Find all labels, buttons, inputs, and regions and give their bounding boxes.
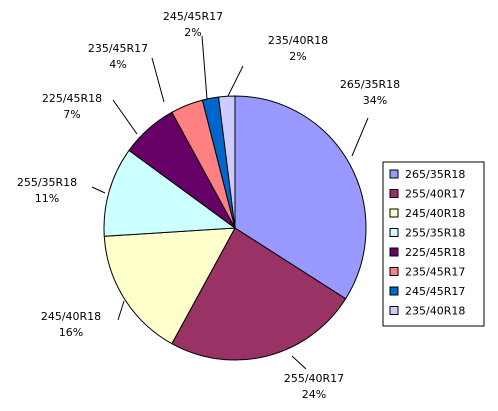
legend-swatch: [389, 286, 399, 296]
slice-label-percent: 7%: [63, 108, 80, 121]
legend-swatch: [389, 247, 399, 257]
leader-line: [112, 99, 138, 135]
leader-line: [351, 117, 369, 157]
slice-label-percent: 4%: [109, 58, 126, 71]
slice-label-name: 235/45R17: [88, 42, 148, 55]
pie-slice-245-40r18: [103, 227, 236, 345]
legend-label: 245/45R17: [405, 285, 465, 298]
legend-swatch: [389, 228, 399, 237]
slice-label-name: 235/40R18: [268, 34, 328, 47]
slice-label-percent: 11%: [35, 192, 59, 205]
legend-swatch: [389, 189, 399, 198]
legend-label: 235/40R18: [405, 305, 465, 318]
leader-lines: [91, 35, 369, 370]
slice-label-name: 255/40R17: [284, 372, 344, 385]
legend-swatch: [389, 208, 399, 218]
slice-label-name: 225/45R18: [42, 92, 102, 105]
legend-label: 255/40R17: [405, 188, 465, 201]
legend-swatch: [389, 306, 399, 315]
slice-label-name: 245/45R17: [163, 10, 223, 23]
leader-line: [291, 355, 307, 370]
slice-labels: 265/35R18 34% 255/40R17 24% 245/40R18 16% 255/…: [17, 10, 400, 401]
legend-swatch: [389, 267, 399, 276]
leader-line: [151, 57, 165, 103]
pie-slice-255-40r17: [171, 227, 347, 361]
pie-slices: [103, 95, 367, 361]
leader-line: [117, 300, 125, 321]
legend-box: [382, 161, 485, 327]
leader-line: [227, 65, 244, 97]
slice-label-percent: 16%: [59, 326, 83, 339]
slice-label-name: 265/35R18: [340, 78, 400, 91]
pie-slice-255-35r18: [103, 149, 237, 237]
legend-label: 245/40R18: [405, 207, 465, 220]
slice-label-percent: 2%: [184, 26, 201, 39]
legend: 265/35R18 255/40R17 245/40R18 255/35R18 225/…: [382, 161, 485, 327]
legend-label: 265/35R18: [405, 168, 465, 181]
legend-label: 225/45R18: [405, 246, 465, 259]
pie-slice-235-40r18: [218, 95, 236, 229]
legend-swatch: [389, 169, 399, 179]
legend-label: 235/45R17: [405, 266, 465, 279]
slice-label-name: 245/40R18: [41, 310, 101, 323]
slice-label-name: 255/35R18: [17, 176, 77, 189]
pie-slice-265-35r18: [234, 95, 367, 300]
leader-line: [91, 186, 106, 194]
slice-label-percent: 34%: [363, 94, 387, 107]
slice-label-percent: 24%: [302, 388, 326, 401]
slice-label-percent: 2%: [289, 50, 306, 63]
legend-label: 255/35R18: [405, 227, 465, 240]
leader-line: [201, 35, 208, 100]
